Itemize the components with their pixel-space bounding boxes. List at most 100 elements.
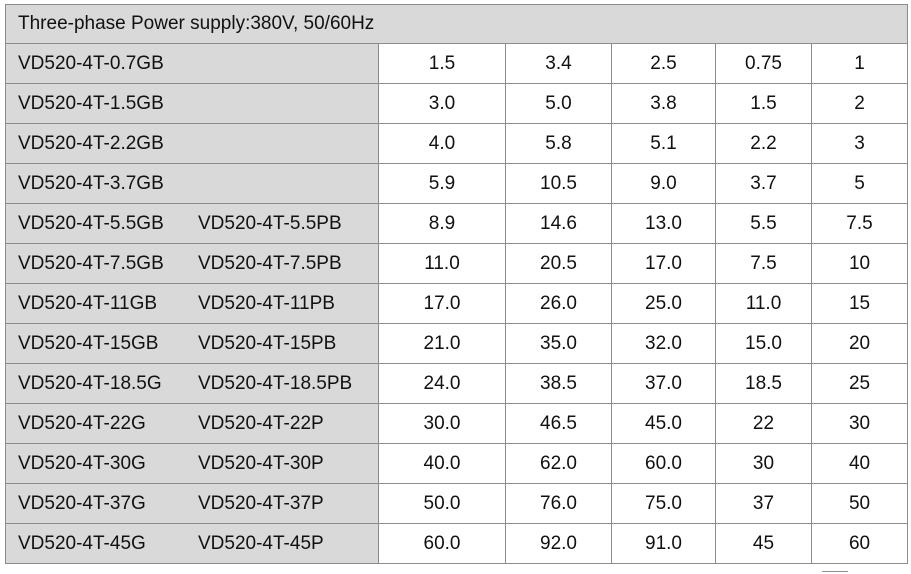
value-cell: 5.0 — [505, 83, 612, 124]
model-cell: VD520-4T-5.5GB VD520-4T-5.5PB — [5, 203, 379, 244]
model-g-name: VD520-4T-30G — [18, 452, 146, 474]
model-cell: VD520-4T-22G VD520-4T-22P — [5, 403, 379, 444]
model-cell: VD520-4T-30G VD520-4T-30P — [5, 443, 379, 484]
value-cell: 18.5 — [715, 363, 812, 404]
model-g-name: VD520-4T-45G — [18, 532, 146, 554]
model-g-name: VD520-4T-15GB — [18, 332, 159, 354]
value-cell: 60.0 — [378, 523, 506, 564]
value-cell: 62.0 — [505, 443, 612, 484]
value-cell: 37 — [715, 483, 812, 524]
model-cell: VD520-4T-18.5G VD520-4T-18.5PB — [5, 363, 379, 404]
model-p-name: VD520-4T-5.5PB — [198, 212, 342, 234]
table-row: VD520-4T-30G VD520-4T-30P 40.0 62.0 60.0 30 40 — [5, 443, 909, 484]
model-g-name: VD520-4T-1.5GB — [18, 92, 164, 114]
value-cell: 45 — [715, 523, 812, 564]
value-cell: 75.0 — [611, 483, 716, 524]
model-cell: VD520-4T-1.5GB — [5, 83, 379, 124]
model-p-name: VD520-4T-37P — [198, 492, 324, 514]
model-g-name: VD520-4T-22G — [18, 412, 146, 434]
value-cell: 50 — [810, 483, 909, 524]
value-cell: 14.6 — [505, 203, 612, 244]
value-cell: 26.0 — [505, 283, 612, 324]
table-row: VD520-4T-15GB VD520-4T-15PB 21.0 35.0 32.0 15… — [5, 323, 909, 364]
model-p-name: VD520-4T-45P — [198, 532, 324, 554]
model-cell: VD520-4T-3.7GB — [5, 163, 379, 204]
model-p-name: VD520-4T-18.5PB — [198, 372, 353, 394]
value-cell: 50.0 — [378, 483, 506, 524]
value-cell: 60 — [810, 523, 909, 564]
table-row: VD520-4T-45G VD520-4T-45P 60.0 92.0 91.0 45 60 — [5, 523, 909, 564]
model-p-name: VD520-4T-7.5PB — [198, 252, 342, 274]
value-cell: 20.5 — [505, 243, 612, 284]
table-row: VD520-4T-37G VD520-4T-37P 50.0 76.0 75.0 37 50 — [5, 483, 909, 524]
table-row: VD520-4T-11GB VD520-4T-11PB 17.0 26.0 25.0 11… — [5, 283, 909, 324]
model-cell: VD520-4T-15GB VD520-4T-15PB — [5, 323, 379, 364]
value-cell: 3.4 — [505, 43, 612, 84]
value-cell: 30 — [810, 403, 909, 444]
table-row: VD520-4T-7.5GB VD520-4T-7.5PB 11.0 20.5 17.0… — [5, 243, 909, 284]
table-row: VD520-4T-22G VD520-4T-22P 30.0 46.5 45.0 22 30 — [5, 403, 909, 444]
value-cell: 91.0 — [611, 523, 716, 564]
value-cell: 60.0 — [611, 443, 716, 484]
value-cell: 25.0 — [611, 283, 716, 324]
value-cell: 22 — [715, 403, 812, 444]
value-cell: 3 — [810, 123, 909, 164]
value-cell: 37.0 — [611, 363, 716, 404]
value-cell: 20 — [810, 323, 909, 364]
value-cell: 10 — [810, 243, 909, 284]
value-cell: 46.5 — [505, 403, 612, 444]
model-p-name: VD520-4T-22P — [198, 412, 324, 434]
value-cell: 15 — [810, 283, 909, 324]
table-row: VD520-4T-3.7GB 5.9 10.5 9.0 3.7 5 — [5, 163, 909, 204]
value-cell: 13.0 — [611, 203, 716, 244]
value-cell: 5.9 — [378, 163, 506, 204]
spec-table-body: Three-phase Power supply:380V, 50/60Hz V… — [4, 4, 909, 564]
table-row: VD520-4T-18.5G VD520-4T-18.5PB 24.0 38.5 37.… — [5, 363, 909, 404]
value-cell: 2.5 — [611, 43, 716, 84]
model-g-name: VD520-4T-2.2GB — [18, 132, 164, 154]
value-cell: 2 — [810, 83, 909, 124]
value-cell: 1 — [810, 43, 909, 84]
value-cell: 30.0 — [378, 403, 506, 444]
value-cell: 5.8 — [505, 123, 612, 164]
table-row: VD520-4T-5.5GB VD520-4T-5.5PB 8.9 14.6 13.0 5… — [5, 203, 909, 244]
value-cell: 3.8 — [611, 83, 716, 124]
model-cell: VD520-4T-11GB VD520-4T-11PB — [5, 283, 379, 324]
value-cell: 3.0 — [378, 83, 506, 124]
value-cell: 30 — [715, 443, 812, 484]
value-cell: 32.0 — [611, 323, 716, 364]
value-cell: 0.75 — [715, 43, 812, 84]
model-cell: VD520-4T-0.7GB — [5, 43, 379, 84]
model-g-name: VD520-4T-18.5G — [18, 372, 162, 394]
value-cell: 7.5 — [715, 243, 812, 284]
bottom-divider — [822, 571, 848, 572]
value-cell: 9.0 — [611, 163, 716, 204]
value-cell: 17.0 — [611, 243, 716, 284]
value-cell: 3.7 — [715, 163, 812, 204]
model-cell: VD520-4T-45G VD520-4T-45P — [5, 523, 379, 564]
model-g-name: VD520-4T-7.5GB — [18, 252, 164, 274]
value-cell: 2.2 — [715, 123, 812, 164]
value-cell: 40.0 — [378, 443, 506, 484]
value-cell: 40 — [810, 443, 909, 484]
value-cell: 11.0 — [715, 283, 812, 324]
value-cell: 17.0 — [378, 283, 506, 324]
table-row: VD520-4T-0.7GB 1.5 3.4 2.5 0.75 1 — [5, 43, 909, 84]
model-p-name: VD520-4T-11PB — [198, 292, 335, 314]
table-title: Three-phase Power supply:380V, 50/60Hz — [4, 4, 909, 44]
value-cell: 38.5 — [505, 363, 612, 404]
model-g-name: VD520-4T-11GB — [18, 292, 158, 314]
value-cell: 5.5 — [715, 203, 812, 244]
value-cell: 8.9 — [378, 203, 506, 244]
value-cell: 7.5 — [810, 203, 909, 244]
model-p-name: VD520-4T-30P — [198, 452, 324, 474]
value-cell: 35.0 — [505, 323, 612, 364]
model-g-name: VD520-4T-0.7GB — [18, 52, 164, 74]
value-cell: 1.5 — [378, 43, 506, 84]
value-cell: 45.0 — [611, 403, 716, 444]
value-cell: 15.0 — [715, 323, 812, 364]
model-g-name: VD520-4T-5.5GB — [18, 212, 164, 234]
model-g-name: VD520-4T-3.7GB — [18, 172, 164, 194]
value-cell: 5.1 — [611, 123, 716, 164]
table-header-row: Three-phase Power supply:380V, 50/60Hz — [4, 4, 909, 44]
